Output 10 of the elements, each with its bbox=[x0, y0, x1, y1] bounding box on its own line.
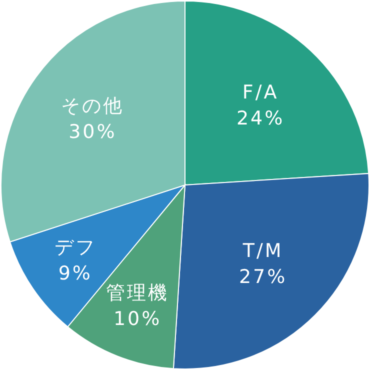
data-label: 10% bbox=[113, 308, 162, 330]
slice-label: F/A bbox=[242, 82, 279, 104]
data-label: 27% bbox=[238, 266, 288, 288]
slice-label: その他 bbox=[61, 94, 124, 117]
data-label: 24% bbox=[236, 108, 285, 130]
slice-label: 管理機 bbox=[106, 282, 170, 304]
slice-label: デフ bbox=[54, 236, 96, 258]
data-label: 30% bbox=[68, 120, 117, 143]
data-label: 9% bbox=[58, 262, 93, 284]
slice-label: T/M bbox=[242, 240, 284, 262]
